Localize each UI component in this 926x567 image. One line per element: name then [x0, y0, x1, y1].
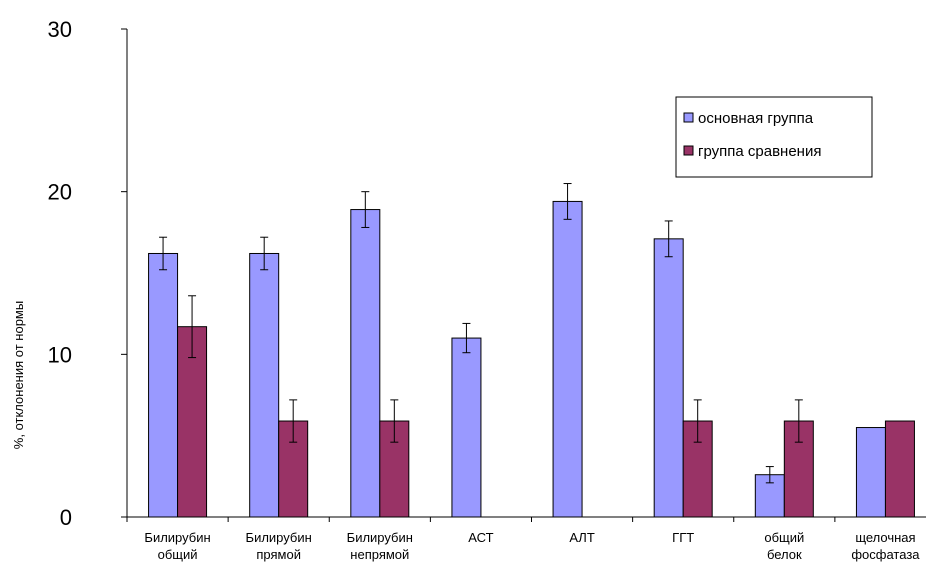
legend-swatch: [683, 112, 694, 123]
bar-comparison: [884, 420, 915, 518]
category-label: общий: [158, 547, 198, 562]
category-label: щелочная: [855, 530, 915, 545]
category-label: прямой: [256, 547, 301, 562]
y-tick-label: 30: [48, 17, 72, 42]
bar-main: [350, 209, 381, 518]
legend-label: основная группа: [698, 110, 814, 127]
bar-main: [653, 238, 684, 518]
y-tick-label: 20: [48, 180, 72, 205]
category-label: Билирубин: [347, 530, 413, 545]
bar-main: [855, 427, 886, 518]
category-label: фосфатаза: [851, 547, 920, 562]
y-axis-title: %, отклонения от нормы: [11, 301, 26, 449]
category-label: непрямой: [350, 547, 409, 562]
bar-main: [552, 200, 583, 518]
bars: [148, 200, 915, 518]
category-label: общий: [764, 530, 804, 545]
category-label: АСТ: [468, 530, 493, 545]
category-label: АЛТ: [569, 530, 594, 545]
y-tick-label: 0: [60, 505, 72, 530]
axis-labels: Билирубин общий Билирубин прямой Билирубин не…: [144, 530, 920, 562]
bar-comparison: [177, 326, 208, 518]
legend: основная группа группа сравнения: [675, 96, 873, 178]
category-label: Билирубин: [144, 530, 210, 545]
category-label: белок: [767, 547, 802, 562]
y-tick-label: 10: [48, 342, 72, 367]
legend-label: группа сравнения: [698, 143, 821, 160]
category-label: Билирубин: [246, 530, 312, 545]
bar-main: [249, 252, 280, 518]
category-label: ГГТ: [672, 530, 694, 545]
bar-main: [148, 252, 179, 518]
error-bars: [159, 183, 803, 484]
legend-swatch: [683, 145, 694, 156]
legend-box: [675, 96, 873, 178]
bar-main: [451, 337, 482, 518]
